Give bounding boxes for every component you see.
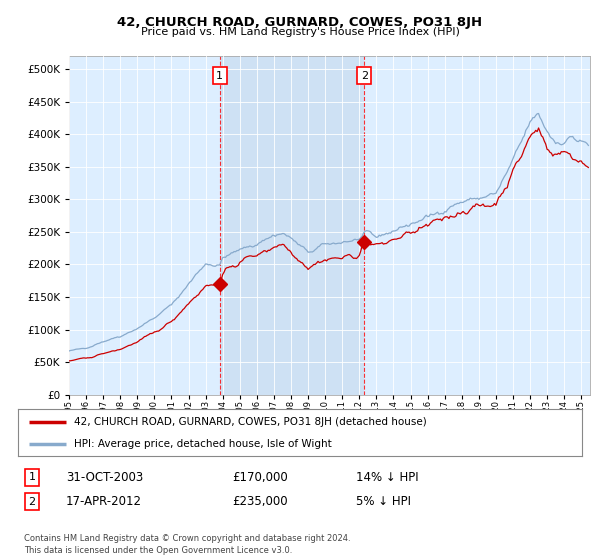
Text: 2: 2 xyxy=(361,71,368,81)
Bar xyxy=(220,56,364,395)
Text: 31-OCT-2003: 31-OCT-2003 xyxy=(66,471,143,484)
Text: Price paid vs. HM Land Registry's House Price Index (HPI): Price paid vs. HM Land Registry's House … xyxy=(140,27,460,37)
Text: 42, CHURCH ROAD, GURNARD, COWES, PO31 8JH: 42, CHURCH ROAD, GURNARD, COWES, PO31 8J… xyxy=(118,16,482,29)
Text: £235,000: £235,000 xyxy=(232,495,288,508)
Text: £170,000: £170,000 xyxy=(232,471,288,484)
Text: Contains HM Land Registry data © Crown copyright and database right 2024.
This d: Contains HM Land Registry data © Crown c… xyxy=(23,534,350,555)
Text: 14% ↓ HPI: 14% ↓ HPI xyxy=(356,471,419,484)
Text: 2: 2 xyxy=(29,497,35,507)
Text: 1: 1 xyxy=(29,472,35,482)
Text: 1: 1 xyxy=(216,71,223,81)
Text: 42, CHURCH ROAD, GURNARD, COWES, PO31 8JH (detached house): 42, CHURCH ROAD, GURNARD, COWES, PO31 8J… xyxy=(74,417,427,427)
Text: 17-APR-2012: 17-APR-2012 xyxy=(66,495,142,508)
Text: HPI: Average price, detached house, Isle of Wight: HPI: Average price, detached house, Isle… xyxy=(74,438,332,449)
Text: 5% ↓ HPI: 5% ↓ HPI xyxy=(356,495,412,508)
